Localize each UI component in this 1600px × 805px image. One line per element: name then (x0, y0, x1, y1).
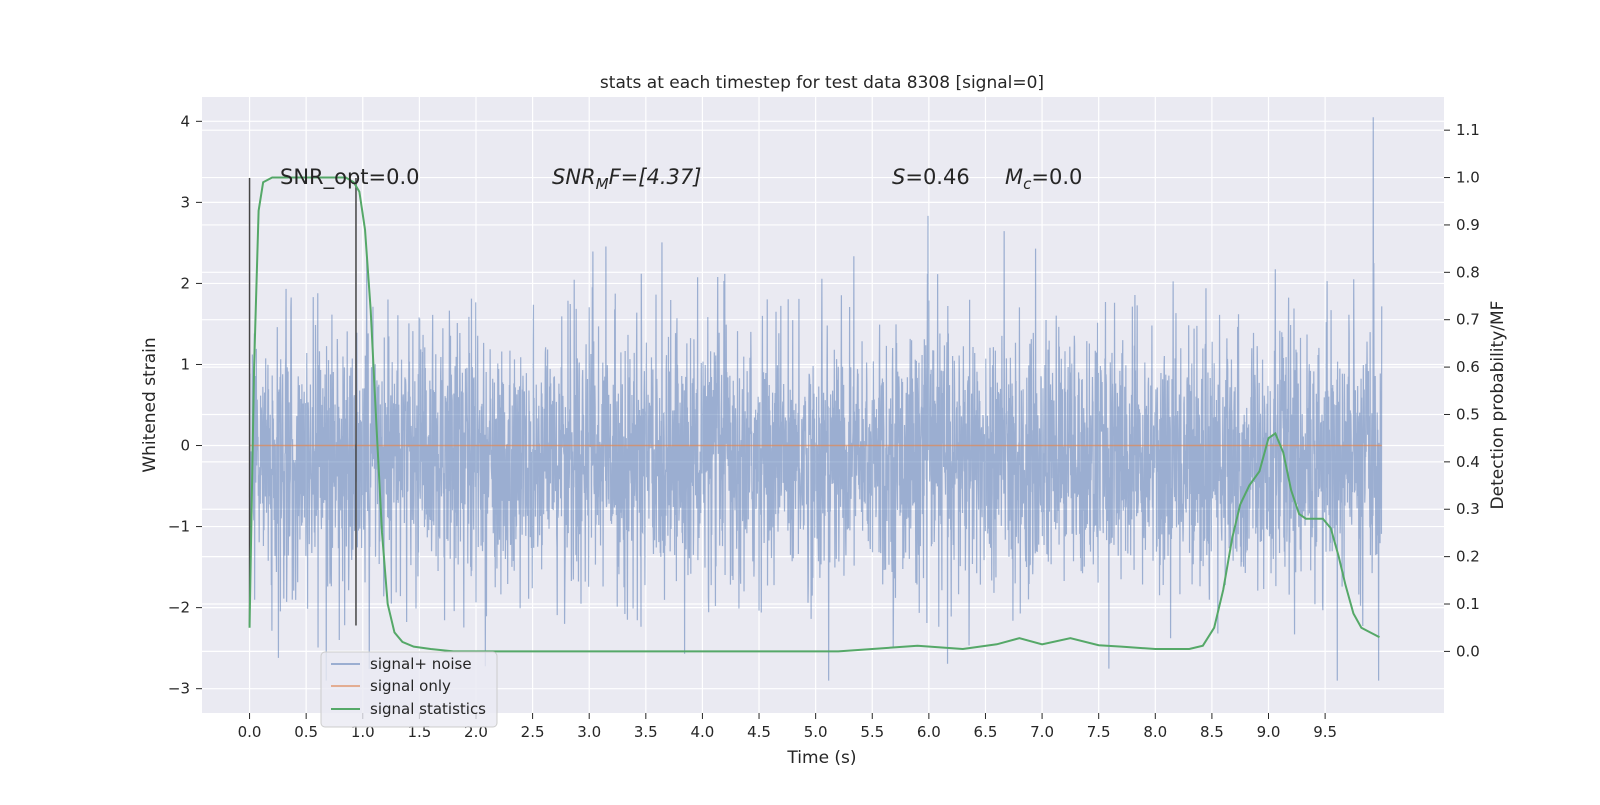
y-tick-label: 0 (180, 437, 190, 455)
y2-tick-label: 0.5 (1456, 405, 1480, 423)
series-signal-noise (248, 117, 1383, 681)
vertical-markers (248, 178, 357, 626)
annotation-snr-opt: SNR_opt=0.0 (280, 165, 420, 190)
x-tick-label: 9.0 (1257, 723, 1281, 741)
legend-label-signal-noise: signal+ noise (370, 655, 472, 673)
x-tick-label: 9.5 (1313, 723, 1337, 741)
legend-label-signal-statistics: signal statistics (370, 700, 486, 718)
x-tick-label: 4.0 (690, 723, 714, 741)
y2-tick-label: 0.3 (1456, 500, 1480, 518)
y-axis-label: Whitened strain (140, 337, 160, 472)
annotation-mc-rest: =0.0 (1031, 165, 1082, 189)
legend: signal+ noise signal only signal statist… (320, 651, 498, 728)
annotation-mc: Mc=0.0 (1005, 165, 1082, 193)
x-tick-label: 0.5 (294, 723, 318, 741)
y2-tick-label: 0.0 (1456, 642, 1480, 660)
x-tick-label: 6.5 (974, 723, 998, 741)
y-ticks: −3 −2 −1 0 1 2 3 4 (168, 112, 202, 698)
signal-noise-line (248, 117, 1383, 681)
annotation-snr-mf-rest: F=[4.37] (609, 165, 702, 189)
x-tick-label: 0.0 (238, 723, 262, 741)
annotation-s-symbol: S (892, 165, 905, 189)
y2-tick-label: 0.7 (1456, 311, 1480, 329)
y-tick-label: 4 (180, 112, 190, 130)
y2-tick-label: 0.1 (1456, 595, 1480, 613)
y-tick-label: 3 (180, 193, 190, 211)
x-ticks: 0.0 0.5 1.0 1.5 2.0 2.5 3.0 3.5 4.0 4.5 5.0 5.5 6.0 6… (238, 713, 1337, 741)
annotation-mc-sub: c (1023, 175, 1032, 193)
x-tick-label: 7.5 (1087, 723, 1111, 741)
x-tick-label: 3.5 (634, 723, 658, 741)
y2-tick-label: 0.2 (1456, 548, 1480, 566)
y2-tick-label: 1.1 (1456, 121, 1480, 139)
x-tick-label: 8.0 (1143, 723, 1167, 741)
y2-tick-label: 0.9 (1456, 216, 1480, 234)
legend-label-signal-only: signal only (370, 677, 451, 695)
x-tick-label: 2.5 (521, 723, 545, 741)
y2-ticks: 0.0 0.1 0.2 0.3 0.4 0.5 0.6 0.7 0.8 0.9 1.0 1.1 (1444, 121, 1480, 660)
x-tick-label: 6.0 (917, 723, 941, 741)
y2-tick-label: 1.0 (1456, 169, 1480, 187)
legend-box (320, 651, 498, 728)
signal-statistics-line (248, 176, 1380, 653)
annotation-s: S=0.46 (892, 165, 970, 189)
x-tick-label: 7.0 (1030, 723, 1054, 741)
series-signal-statistics (248, 176, 1380, 653)
x-tick-label: 5.0 (804, 723, 828, 741)
annotation-snr-mf-symbol: SNR (552, 165, 596, 189)
y2-tick-label: 0.8 (1456, 263, 1480, 281)
x-axis-label: Time (s) (786, 748, 856, 768)
y-tick-label: −1 (168, 518, 190, 536)
y2-axis-label: Detection probability/MF (1488, 301, 1508, 510)
x-tick-label: 3.0 (577, 723, 601, 741)
y2-tick-label: 0.6 (1456, 358, 1480, 376)
y-tick-label: 1 (180, 355, 190, 373)
annotations: SNR_opt=0.0 SNRMF=[4.37] S=0.46 Mc=0.0 (280, 165, 1082, 193)
annotation-snr-mf: SNRMF=[4.37] (552, 165, 701, 193)
y-tick-label: 2 (180, 274, 190, 292)
annotation-mc-symbol: M (1005, 165, 1023, 189)
x-tick-label: 8.5 (1200, 723, 1224, 741)
chart-title: stats at each timestep for test data 830… (600, 73, 1044, 93)
annotation-s-rest: =0.46 (905, 165, 969, 189)
x-tick-label: 4.5 (747, 723, 771, 741)
y-tick-label: −2 (168, 599, 190, 617)
y2-tick-label: 0.4 (1456, 453, 1480, 471)
annotation-snr-mf-sub: M (596, 175, 609, 193)
y-tick-label: −3 (168, 680, 190, 698)
x-tick-label: 5.5 (860, 723, 884, 741)
